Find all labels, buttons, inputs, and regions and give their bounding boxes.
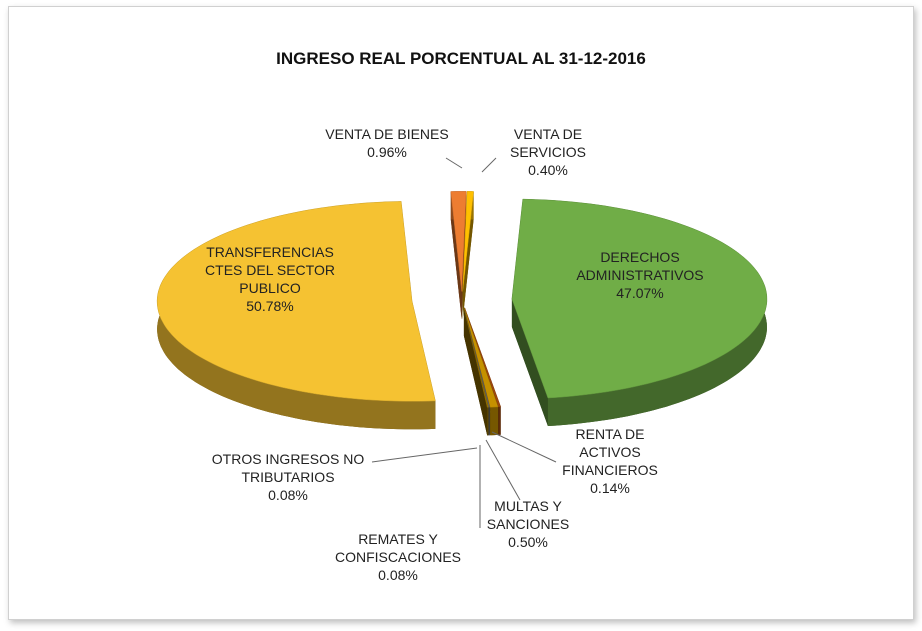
chart-title: INGRESO REAL PORCENTUAL AL 31-12-2016 <box>276 49 646 68</box>
slice-top <box>464 307 499 408</box>
value-label: 0.08% <box>268 487 308 503</box>
category-label: RENTA DE ACTIVOS FINANCIEROS <box>562 426 658 478</box>
leader-line <box>485 439 521 501</box>
slice-top <box>463 307 491 408</box>
value-label: 0.14% <box>590 480 630 496</box>
slice-label: RENTA DE ACTIVOS FINANCIEROS 0.14% <box>550 425 670 497</box>
slice-top <box>156 201 436 402</box>
slice-top <box>511 198 768 399</box>
value-label: 50.78% <box>246 298 294 314</box>
slice-wall <box>488 407 490 436</box>
leader-line <box>481 157 497 173</box>
leader-line <box>445 157 463 169</box>
value-label: 47.07% <box>616 285 664 301</box>
slice <box>156 201 436 430</box>
slice-cut-face <box>462 191 474 320</box>
category-label: TRANSFERENCIAS CTES DEL SECTOR PUBLICO <box>205 244 335 296</box>
slice <box>463 307 489 436</box>
category-label: OTROS INGRESOS NO TRIBUTARIOS <box>211 451 365 485</box>
slice-wall <box>490 406 499 436</box>
slice-label: OTROS INGRESOS NO TRIBUTARIOS 0.08% <box>203 450 373 504</box>
slice-label: VENTA DE SERVICIOS 0.40% <box>493 125 603 179</box>
slice-top <box>464 307 502 408</box>
slice-label: MULTAS Y SANCIONES 0.50% <box>473 497 583 551</box>
slice <box>462 191 474 320</box>
slice-cut-face <box>450 191 462 320</box>
slice-label: VENTA DE BIENES 0.96% <box>317 125 457 161</box>
slice-wall <box>498 406 501 435</box>
value-label: 0.08% <box>378 567 418 583</box>
value-label: 0.50% <box>508 534 548 550</box>
slice-label: REMATES Y CONFISCACIONES 0.08% <box>318 530 478 584</box>
category-label: REMATES Y CONFISCACIONES <box>334 531 461 565</box>
slice-label: DERECHOS ADMINISTRATIVOS 47.07% <box>576 248 704 302</box>
slice-top <box>463 307 489 408</box>
slice <box>464 307 499 436</box>
slice-cut-face <box>511 299 548 426</box>
value-label: 0.96% <box>367 144 407 160</box>
leader-line <box>371 447 478 463</box>
slice <box>450 191 467 320</box>
value-label: 0.40% <box>528 162 568 178</box>
category-label: VENTA DE BIENES <box>325 126 449 142</box>
slice-cut-face <box>463 307 488 436</box>
slice-top <box>462 191 474 292</box>
leader-line <box>491 431 557 463</box>
category-label: DERECHOS ADMINISTRATIVOS <box>576 249 704 283</box>
slice-wall <box>487 407 489 436</box>
slice-label: TRANSFERENCIAS CTES DEL SECTOR PUBLICO 50… <box>205 243 335 315</box>
slice-top <box>450 191 467 292</box>
category-label: MULTAS Y SANCIONES <box>486 498 570 532</box>
category-label: VENTA DE SERVICIOS <box>510 126 586 160</box>
slice <box>511 198 768 426</box>
